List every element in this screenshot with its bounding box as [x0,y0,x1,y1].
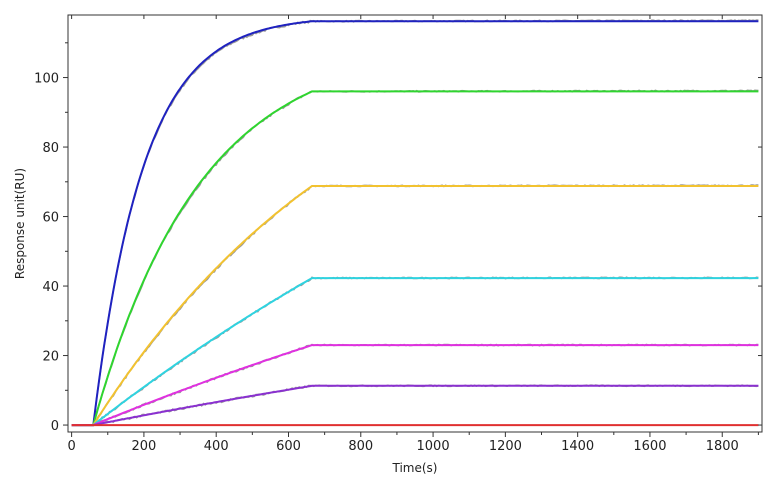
plot-frame [67,14,763,433]
axes: 0 200 400 600 800 1000 1200 1400 1600 1800 0 20 40 60… [34,14,763,454]
fit-curve-5 [71,384,759,427]
x-tick-label: 1400 [561,439,594,454]
fit-curve-3 [71,277,759,427]
x-tick-label: 0 [67,439,75,454]
raw-trace-3 [71,276,759,426]
x-tick-label: 400 [204,439,229,454]
x-tick-label: 800 [348,439,373,454]
fit-curve-1 [71,90,759,427]
y-tick-label: 80 [42,141,59,156]
y-tick-label: 0 [51,419,59,434]
y-tick-label: 60 [42,211,59,226]
x-tick-label: 1600 [633,439,666,454]
x-tick-label: 200 [131,439,156,454]
fit-curve-0 [71,20,759,427]
x-tick-label: 1800 [706,439,739,454]
y-tick-label: 100 [34,72,59,87]
x-tick-label: 1000 [417,439,450,454]
x-axis-title: Time(s) [392,461,438,475]
fit-curve-4 [71,344,759,427]
y-axis-title: Response unit(RU) [13,168,27,279]
plot-area [71,19,759,427]
y-tick-label: 20 [42,350,59,365]
x-tick-label: 1200 [489,439,522,454]
raw-trace-1 [71,89,759,426]
raw-trace-5 [71,384,759,426]
fit-curve-2 [71,185,759,427]
x-tick-label: 600 [276,439,301,454]
y-tick-label: 40 [42,280,59,295]
